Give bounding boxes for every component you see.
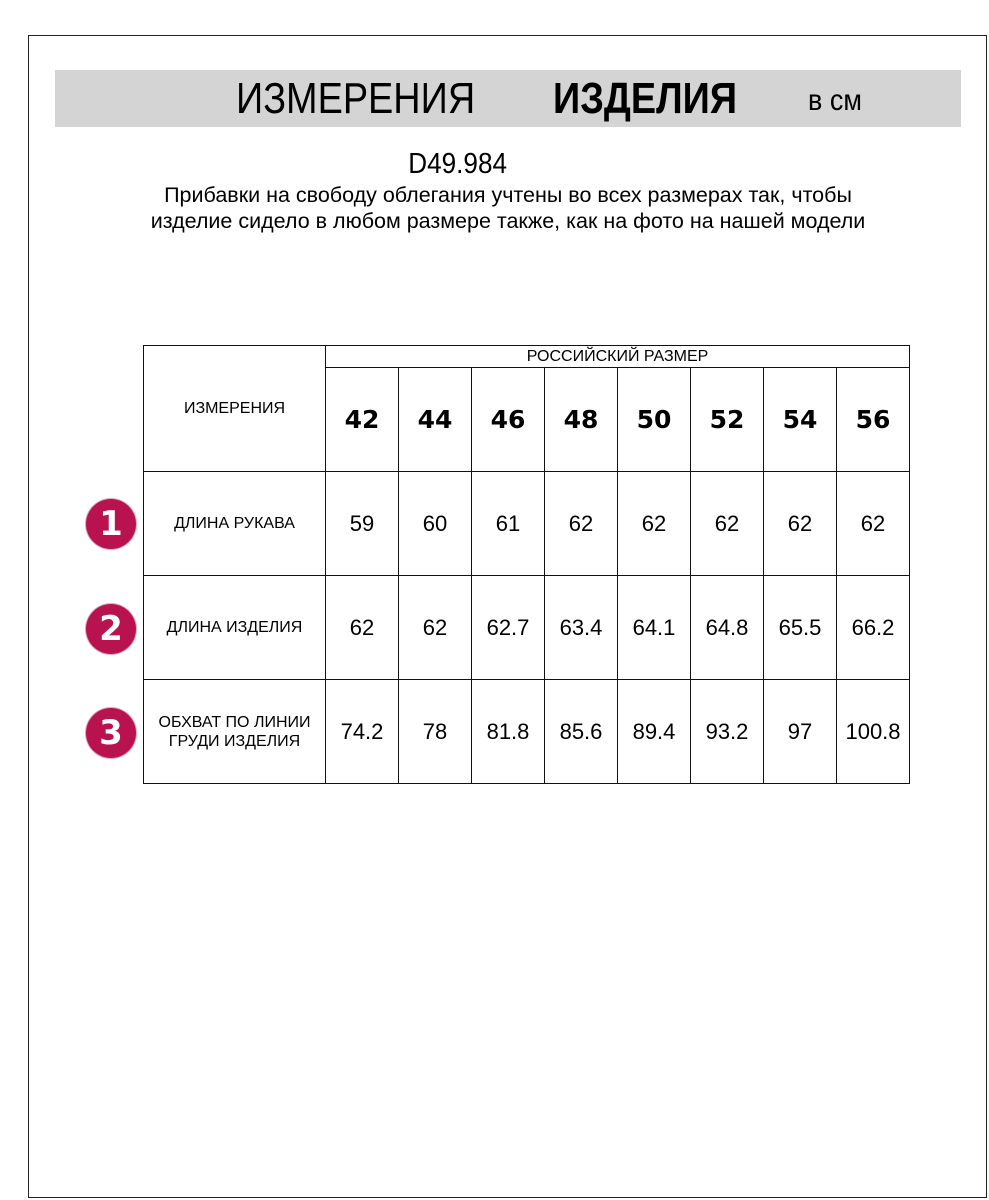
value-cell: 62 bbox=[690, 471, 764, 576]
title-product: ИЗДЕЛИЯ bbox=[553, 74, 738, 123]
title-band bbox=[55, 70, 961, 127]
value-cell: 61 bbox=[471, 471, 545, 576]
size-header: 44 bbox=[398, 367, 472, 472]
size-header: 52 bbox=[690, 367, 764, 472]
value-cell: 85.6 bbox=[544, 679, 618, 784]
value-cell: 64.8 bbox=[690, 575, 764, 680]
size-header: 56 bbox=[836, 367, 910, 472]
table-row: ДЛИНА РУКАВА 59 60 61 62 62 62 62 62 bbox=[143, 471, 910, 576]
title-unit: в см bbox=[808, 84, 862, 117]
row-label: ДЛИНА ИЗДЕЛИЯ bbox=[143, 575, 326, 680]
value-cell: 64.1 bbox=[617, 575, 691, 680]
value-cell: 62 bbox=[763, 471, 837, 576]
value-cell: 78 bbox=[398, 679, 472, 784]
row-number-badge-2: 2 bbox=[86, 604, 136, 654]
table-row: ОБХВАТ ПО ЛИНИИ ГРУДИ ИЗДЕЛИЯ 74.2 78 81.8 8… bbox=[143, 679, 910, 784]
value-cell: 74.2 bbox=[325, 679, 399, 784]
value-cell: 66.2 bbox=[836, 575, 910, 680]
fit-note: Прибавки на свободу облегания учтены во … bbox=[150, 183, 866, 233]
row-number-badge-3: 3 bbox=[86, 708, 136, 758]
group-header: РОССИЙСКИЙ РАЗМЕР bbox=[325, 345, 910, 368]
value-cell: 89.4 bbox=[617, 679, 691, 784]
title-measurements: ИЗМЕРЕНИЯ bbox=[236, 74, 476, 123]
row-number-badge-1: 1 bbox=[86, 499, 136, 549]
value-cell: 62 bbox=[836, 471, 910, 576]
corner-header: ИЗМЕРЕНИЯ bbox=[143, 345, 326, 472]
value-cell: 62 bbox=[617, 471, 691, 576]
value-cell: 62 bbox=[398, 575, 472, 680]
value-cell: 93.2 bbox=[690, 679, 764, 784]
value-cell: 100.8 bbox=[836, 679, 910, 784]
value-cell: 81.8 bbox=[471, 679, 545, 784]
row-label: ДЛИНА РУКАВА bbox=[143, 471, 326, 576]
size-header: 54 bbox=[763, 367, 837, 472]
value-cell: 65.5 bbox=[763, 575, 837, 680]
value-cell: 59 bbox=[325, 471, 399, 576]
value-cell: 60 bbox=[398, 471, 472, 576]
value-cell: 62 bbox=[544, 471, 618, 576]
row-label: ОБХВАТ ПО ЛИНИИ ГРУДИ ИЗДЕЛИЯ bbox=[143, 679, 326, 784]
size-header: 46 bbox=[471, 367, 545, 472]
page-frame bbox=[28, 35, 987, 1198]
size-header: 50 bbox=[617, 367, 691, 472]
value-cell: 63.4 bbox=[544, 575, 618, 680]
value-cell: 97 bbox=[763, 679, 837, 784]
value-cell: 62 bbox=[325, 575, 399, 680]
size-table: ИЗМЕРЕНИЯ РОССИЙСКИЙ РАЗМЕР 42 44 46 48 50 52… bbox=[143, 345, 910, 784]
article-code: D49.984 bbox=[408, 148, 507, 180]
size-header: 48 bbox=[544, 367, 618, 472]
table-row: ДЛИНА ИЗДЕЛИЯ 62 62 62.7 63.4 64.1 64.8 65.5 66.… bbox=[143, 575, 910, 680]
size-header: 42 bbox=[325, 367, 399, 472]
value-cell: 62.7 bbox=[471, 575, 545, 680]
